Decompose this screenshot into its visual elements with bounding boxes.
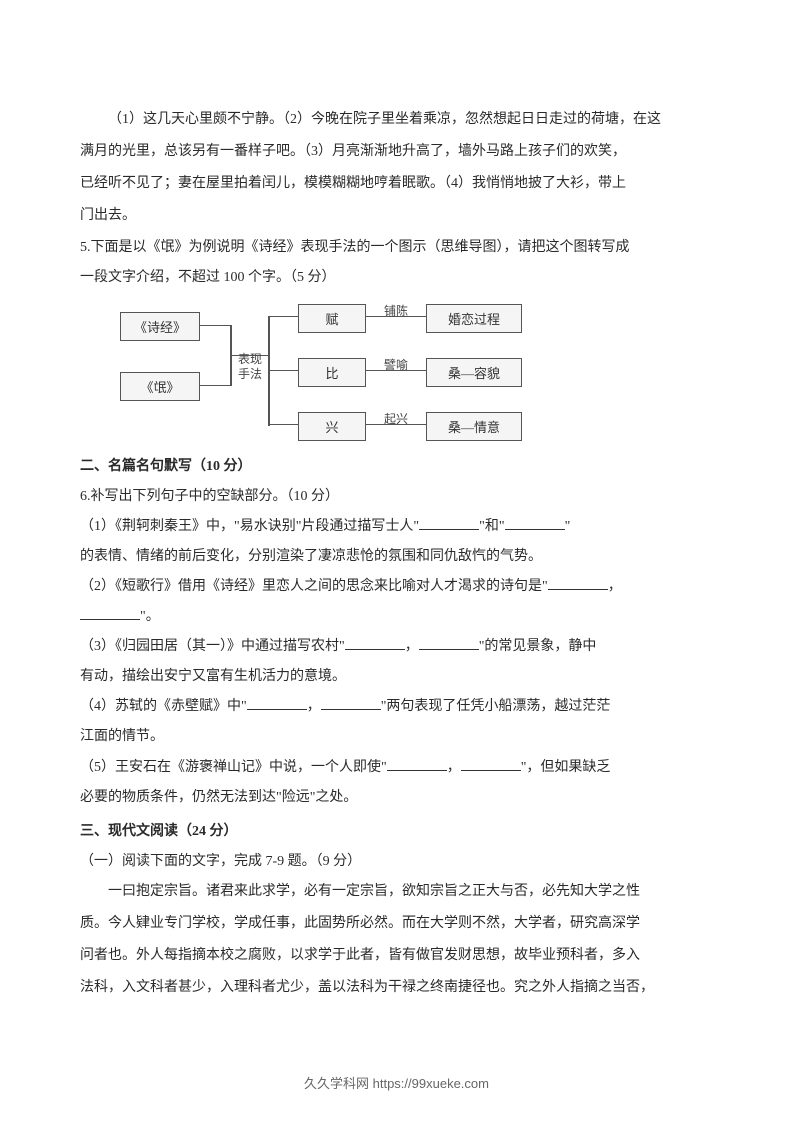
q6-4-c: "两句表现了任凭小船漂荡，越过茫茫 <box>381 699 611 714</box>
blank <box>321 696 381 710</box>
blank <box>387 757 447 771</box>
section-3-header: 三、现代文阅读（24 分） <box>80 817 713 847</box>
blank <box>345 636 405 650</box>
box-rongmao: 桑—容貌 <box>426 358 522 387</box>
label-biaoxian: 表现 手法 <box>232 352 268 383</box>
q6-3: （3）《归园田居（其一）》中通过描写农村" ， "的常见景象，静中 <box>80 632 713 662</box>
intro-line-4: 门出去。 <box>80 201 713 231</box>
q6-2-cont: "。 <box>80 602 713 632</box>
q6-intro: 6.补写出下列句子中的空缺部分。（10 分） <box>80 482 713 512</box>
q5-line-2: 一段文字介绍，不超过 100 个字。（5 分） <box>80 263 713 293</box>
q6-1-cont: 的表情、情绪的前后变化，分别渲染了凄凉悲怆的氛围和同仇敌忾的气势。 <box>80 542 713 572</box>
blank <box>419 516 479 530</box>
box-hunlian: 婚恋过程 <box>426 304 522 333</box>
box-fu: 赋 <box>298 304 366 333</box>
intro-line-1: （1）这几天心里颇不宁静。（2）今晚在院子里坐着乘凉，忽然想起日日走过的荷塘，在… <box>80 105 713 135</box>
blank <box>80 606 140 620</box>
q6-5-b: ， <box>447 760 461 775</box>
q6-3-cont: 有动，描绘出安宁又富有生机活力的意境。 <box>80 662 713 692</box>
q6-4-cont: 江面的情节。 <box>80 722 713 752</box>
q5-line-1: 5.下面是以《氓》为例说明《诗经》表现手法的一个图示（思维导图），请把这个图转写… <box>80 233 713 263</box>
mind-map-diagram: 《诗经》 《氓》 表现 手法 赋 比 兴 铺陈 譬喻 起兴 婚恋过程 桑—容貌 … <box>120 304 560 444</box>
box-qingyi: 桑—情意 <box>426 412 522 441</box>
q6-2-c: "。 <box>140 609 160 624</box>
passage-line-3: 问者也。外人每指摘本校之腐败，以求学于此者，皆有做官发财思想，故毕业预科者，多入 <box>80 941 713 971</box>
label-biaoxian-top: 表现 <box>238 352 262 366</box>
blank <box>461 757 521 771</box>
blank <box>505 516 565 530</box>
passage-line-1: 一曰抱定宗旨。诸君来此求学，必有一定宗旨，欲知宗旨之正大与否，必先知大学之性 <box>80 877 713 907</box>
q6-5-a: （5）王安石在《游褒禅山记》中说，一个人即使" <box>80 760 387 775</box>
box-xing: 兴 <box>298 412 366 441</box>
q6-2-a: （2）《短歌行》借用《诗经》里恋人之间的思念来比喻对人才渴求的诗句是" <box>80 579 548 594</box>
intro-line-3: 已经听不见了；妻在屋里拍着闰儿，模模糊糊地哼着眠歌。（4）我悄悄地披了大衫，带上 <box>80 169 713 199</box>
q6-2: （2）《短歌行》借用《诗经》里恋人之间的思念来比喻对人才渴求的诗句是" ， <box>80 572 713 602</box>
q6-4: （4）苏轼的《赤壁赋》中" ， "两句表现了任凭小船漂荡，越过茫茫 <box>80 692 713 722</box>
q6-1-b: "和" <box>479 519 504 534</box>
q6-4-a: （4）苏轼的《赤壁赋》中" <box>80 699 247 714</box>
q6-5: （5）王安石在《游褒禅山记》中说，一个人即使" ， "，但如果缺乏 <box>80 753 713 783</box>
label-piyu: 譬喻 <box>376 356 416 373</box>
q6-4-b: ， <box>307 699 321 714</box>
box-bi: 比 <box>298 358 366 387</box>
intro-line-2: 满月的光里，总该另有一番样子吧。（3）月亮渐渐地升高了，墙外马路上孩子们的欢笑， <box>80 137 713 167</box>
q6-1-c: " <box>565 519 571 534</box>
label-biaoxian-bot: 手法 <box>238 367 262 381</box>
label-puchen: 铺陈 <box>376 302 416 319</box>
q6-5-cont: 必要的物质条件，仍然无法到达"险远"之处。 <box>80 783 713 813</box>
box-shijing: 《诗经》 <box>120 312 200 341</box>
section-2-header: 二、名篇名句默写（10 分） <box>80 452 713 482</box>
passage-line-2: 质。今人肄业专门学校，学成任事，此固势所必然。而在大学则不然，大学者，研究高深学 <box>80 909 713 939</box>
blank <box>247 696 307 710</box>
q6-3-a: （3）《归园田居（其一）》中通过描写农村" <box>80 639 345 654</box>
footer-text: 久久学科网 https://99xueke.com <box>0 1073 793 1092</box>
q6-1: （1）《荆轲刺秦王》中，"易水诀别"片段通过描写士人" "和" " <box>80 512 713 542</box>
box-mang: 《氓》 <box>120 372 200 401</box>
passage-line-4: 法科，入文科者甚少，入理科者尤少，盖以法科为干禄之终南捷径也。究之外人指摘之当否… <box>80 973 713 1003</box>
q6-2-b: ， <box>608 579 622 594</box>
blank <box>548 576 608 590</box>
label-qixing: 起兴 <box>376 410 416 427</box>
q6-5-c: "，但如果缺乏 <box>521 760 611 775</box>
q6-1-a: （1）《荆轲刺秦王》中，"易水诀别"片段通过描写士人" <box>80 519 419 534</box>
q7-intro: （一）阅读下面的文字，完成 7-9 题。（9 分） <box>80 847 713 877</box>
q6-3-b: ， <box>405 639 419 654</box>
blank <box>419 636 479 650</box>
q6-3-c: "的常见景象，静中 <box>479 639 597 654</box>
